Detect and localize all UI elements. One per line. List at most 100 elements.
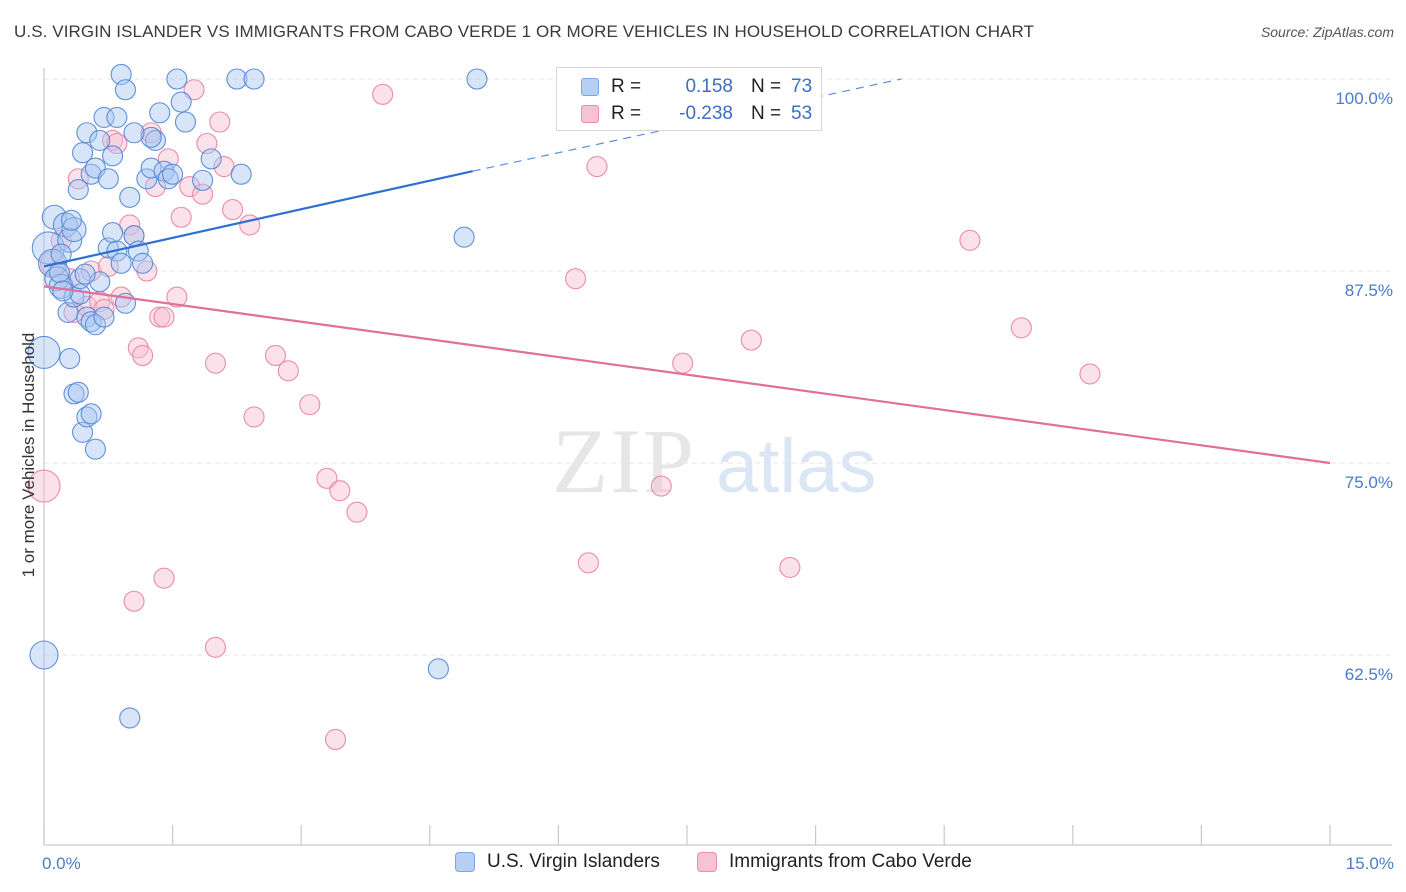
point-cabo-verde-53 [779,556,801,578]
point-virgin-islanders-70 [50,243,72,265]
point-cabo-verde-43 [123,590,145,612]
point-virgin-islanders-67 [119,707,141,729]
point-virgin-islanders-52 [102,222,124,244]
x-tick-label-1: 15.0% [1346,854,1394,873]
point-cabo-verde-25 [170,206,192,228]
point-cabo-verde-42 [372,83,394,105]
point-cabo-verde-7 [80,260,102,282]
trend-layer [43,78,1331,465]
legend-row-cabo-verde: R = -0.238 N = 53 [557,101,812,127]
series-legend: U.S. Virgin Islanders Immigrants from Ca… [0,851,1406,877]
point-virgin-islanders-58 [166,68,188,90]
point-virgin-islanders-56 [170,91,192,113]
point-cabo-verde-54 [959,229,981,251]
y-axis-label: 1 or more Vehicles in Household [19,333,38,578]
point-virgin-islanders-64 [200,148,222,170]
point-cabo-verde-37 [277,360,299,382]
series-swatch-blue [455,852,475,872]
point-virgin-islanders-57 [174,111,197,133]
point-cabo-verde-12 [106,132,128,155]
point-virgin-islanders-71 [60,209,82,231]
point-virgin-islanders-12 [76,122,98,144]
point-cabo-verde-40 [329,480,351,502]
point-cabo-verde-44 [153,567,175,589]
point-cabo-verde-0 [27,469,61,503]
point-cabo-verde-27 [183,79,205,101]
point-virgin-islanders-11 [72,142,94,164]
series-0 [27,63,488,729]
series-legend-label: Immigrants from Cabo Verde [729,851,972,872]
legend-n-value: 73 [791,76,813,97]
point-virgin-islanders-34 [69,283,91,305]
point-virgin-islanders-27 [140,157,162,179]
point-virgin-islanders-16 [93,106,115,128]
point-virgin-islanders-50 [74,263,96,285]
point-virgin-islanders-40 [59,348,81,370]
y-tick-label-2: 87.5% [1345,281,1393,300]
point-cabo-verde-26 [179,175,201,198]
point-cabo-verde-52 [740,329,762,351]
series-swatch-pink [697,852,717,872]
point-cabo-verde-55 [1010,317,1032,339]
point-cabo-verde-33 [222,199,244,221]
point-virgin-islanders-46 [84,438,106,460]
trend-line-virgin-islanders-extension [472,78,902,172]
watermark-atlas: atlas [716,424,877,509]
series-layer [27,63,1101,751]
point-virgin-islanders-54 [110,252,132,274]
point-cabo-verde-39 [316,467,338,489]
point-cabo-verde-38 [299,394,321,416]
point-virgin-islanders-19 [106,106,128,128]
point-virgin-islanders-2 [44,266,70,292]
x-tick-label-0: 0.0% [42,854,81,873]
point-virgin-islanders-66 [427,658,449,680]
point-virgin-islanders-45 [80,403,102,425]
chart-title: U.S. VIRGIN ISLANDER VS IMMIGRANTS FROM … [14,22,1035,41]
y-tick-labels: 62.5% 75.0% 87.5% 100.0% [1335,89,1393,684]
legend-r-value: -0.238 [679,103,733,124]
point-cabo-verde-48 [586,156,608,178]
point-virgin-islanders-15 [89,129,111,151]
point-virgin-islanders-17 [97,168,119,190]
legend-r-label: R = [611,76,642,97]
point-cabo-verde-22 [153,306,175,328]
point-virgin-islanders-39 [93,306,115,328]
point-cabo-verde-30 [204,352,227,374]
point-virgin-islanders-13 [80,163,102,185]
point-cabo-verde-17 [132,344,154,367]
point-virgin-islanders-63 [192,169,214,191]
series-legend-item-virgin-islanders[interactable]: U.S. Virgin Islanders [455,851,660,873]
series-legend-item-cabo-verde[interactable]: Immigrants from Cabo Verde [697,851,972,873]
point-virgin-islanders-37 [84,314,106,336]
point-cabo-verde-5 [67,168,89,190]
point-cabo-verde-50 [672,352,694,374]
point-cabo-verde-56 [1079,363,1101,385]
point-virgin-islanders-62 [230,163,252,185]
point-virgin-islanders-29 [149,102,171,124]
point-cabo-verde-41 [346,501,368,523]
y-tick-label-0: 62.5% [1345,665,1393,684]
point-cabo-verde-45 [204,636,227,658]
point-virgin-islanders-61 [466,68,488,90]
point-virgin-islanders-22 [119,186,141,208]
point-virgin-islanders-5 [29,640,59,670]
point-cabo-verde-24 [166,286,188,308]
axes [43,68,1392,846]
legend-n-label: N = [751,76,782,97]
point-virgin-islanders-18 [102,145,124,167]
legend-r-label: R = [611,103,642,124]
series-legend-label: U.S. Virgin Islanders [487,851,660,872]
y-tick-label-1: 75.0% [1345,473,1393,492]
legend-n-value: 53 [791,103,813,124]
point-cabo-verde-34 [239,214,261,236]
point-cabo-verde-47 [564,268,587,290]
watermark-zip: ZIP [552,410,696,512]
legend-r-value: 0.158 [685,76,733,97]
point-cabo-verde-36 [264,344,287,367]
legend-n-label: N = [751,103,782,124]
y-tick-label-3: 100.0% [1335,89,1393,108]
legend-swatch-blue [581,78,599,96]
point-virgin-islanders-60 [243,68,265,90]
point-virgin-islanders-21 [114,79,136,101]
